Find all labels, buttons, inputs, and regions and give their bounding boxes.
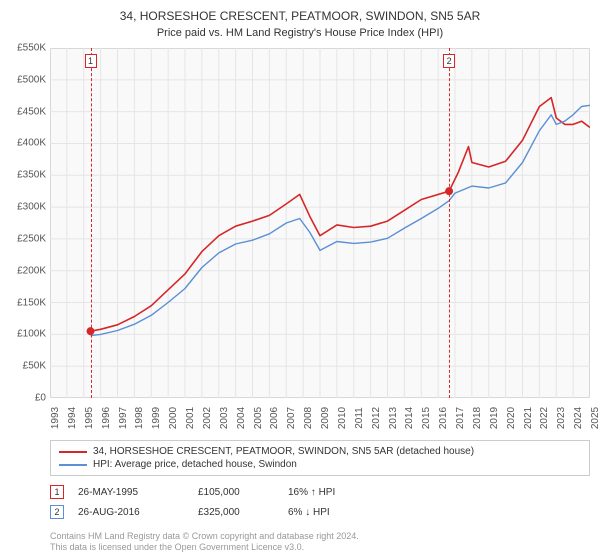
x-tick-label: 1998 (134, 407, 145, 429)
x-tick-label: 2002 (202, 407, 213, 429)
x-tick-label: 2018 (472, 407, 483, 429)
x-tick-label: 2012 (371, 407, 382, 429)
y-tick-label: £500K (6, 74, 46, 85)
x-tick-label: 2015 (421, 407, 432, 429)
legend: 34, HORSESHOE CRESCENT, PEATMOOR, SWINDO… (50, 440, 590, 476)
event-number: 1 (50, 485, 64, 499)
x-tick-label: 2006 (269, 407, 280, 429)
marker-label: 1 (85, 54, 97, 68)
y-tick-label: £400K (6, 138, 46, 149)
x-tick-label: 2020 (506, 407, 517, 429)
legend-swatch (59, 451, 87, 453)
y-tick-label: £0 (6, 393, 46, 404)
chart-container: 34, HORSESHOE CRESCENT, PEATMOOR, SWINDO… (0, 0, 600, 560)
x-tick-label: 2003 (219, 407, 230, 429)
x-tick-label: 1993 (50, 407, 61, 429)
legend-item: 34, HORSESHOE CRESCENT, PEATMOOR, SWINDO… (59, 445, 581, 458)
x-tick-label: 2021 (523, 407, 534, 429)
event-row: 2 26-AUG-2016£325,0006% ↓ HPI (50, 502, 590, 522)
x-tick-label: 2000 (168, 407, 179, 429)
marker-vline (91, 48, 92, 398)
event-number: 2 (50, 505, 64, 519)
x-axis: 1993 1994 1995 1996 1997 1998 1999 2000 2001 2002… (50, 400, 590, 436)
y-tick-label: £100K (6, 329, 46, 340)
footer-line-1: Contains HM Land Registry data © Crown c… (50, 531, 359, 543)
x-tick-label: 2004 (236, 407, 247, 429)
y-tick-label: £550K (6, 43, 46, 54)
x-tick-label: 2023 (556, 407, 567, 429)
y-tick-label: £50K (6, 361, 46, 372)
footer-line-2: This data is licensed under the Open Gov… (50, 542, 359, 554)
x-tick-label: 2025 (590, 407, 600, 429)
marker-vline (449, 48, 450, 398)
y-tick-label: £250K (6, 233, 46, 244)
x-tick-label: 2017 (455, 407, 466, 429)
x-tick-label: 1994 (67, 407, 78, 429)
y-tick-label: £300K (6, 202, 46, 213)
x-tick-label: 1997 (118, 407, 129, 429)
event-price: £105,000 (198, 487, 288, 498)
x-tick-label: 2013 (388, 407, 399, 429)
x-tick-label: 2016 (438, 407, 449, 429)
chart-svg (50, 48, 590, 398)
chart-title: 34, HORSESHOE CRESCENT, PEATMOOR, SWINDO… (0, 0, 600, 25)
x-tick-label: 1999 (151, 407, 162, 429)
x-tick-label: 2008 (303, 407, 314, 429)
marker-label: 2 (443, 54, 455, 68)
x-tick-label: 1995 (84, 407, 95, 429)
y-tick-label: £450K (6, 106, 46, 117)
footer: Contains HM Land Registry data © Crown c… (50, 531, 359, 554)
x-tick-label: 2024 (573, 407, 584, 429)
x-tick-label: 2014 (404, 407, 415, 429)
x-tick-label: 2009 (320, 407, 331, 429)
y-tick-label: £350K (6, 170, 46, 181)
x-tick-label: 2005 (253, 407, 264, 429)
legend-swatch (59, 464, 87, 466)
x-tick-label: 2011 (354, 407, 365, 429)
event-row: 1 26-MAY-1995£105,00016% ↑ HPI (50, 482, 590, 502)
x-tick-label: 2010 (337, 407, 348, 429)
y-tick-label: £150K (6, 297, 46, 308)
x-tick-label: 2007 (286, 407, 297, 429)
event-date: 26-MAY-1995 (78, 487, 198, 498)
x-tick-label: 2022 (539, 407, 550, 429)
x-tick-label: 1996 (101, 407, 112, 429)
chart-subtitle: Price paid vs. HM Land Registry's House … (0, 25, 600, 39)
event-delta: 16% ↑ HPI (288, 487, 378, 498)
series-line (91, 105, 591, 335)
series-line (91, 98, 591, 332)
events-table: 1 26-MAY-1995£105,00016% ↑ HPI 2 26-AUG-201… (50, 482, 590, 522)
legend-label: HPI: Average price, detached house, Swin… (93, 459, 297, 470)
legend-label: 34, HORSESHOE CRESCENT, PEATMOOR, SWINDO… (93, 446, 474, 457)
plot-area: 12 (50, 48, 590, 398)
x-tick-label: 2001 (185, 407, 196, 429)
event-price: £325,000 (198, 507, 288, 518)
event-date: 26-AUG-2016 (78, 507, 198, 518)
y-axis: £0£50K£100K£150K£200K£250K£300K£350K£400… (6, 48, 48, 398)
x-tick-label: 2019 (489, 407, 500, 429)
y-tick-label: £200K (6, 265, 46, 276)
legend-item: HPI: Average price, detached house, Swin… (59, 458, 581, 471)
event-delta: 6% ↓ HPI (288, 507, 378, 518)
